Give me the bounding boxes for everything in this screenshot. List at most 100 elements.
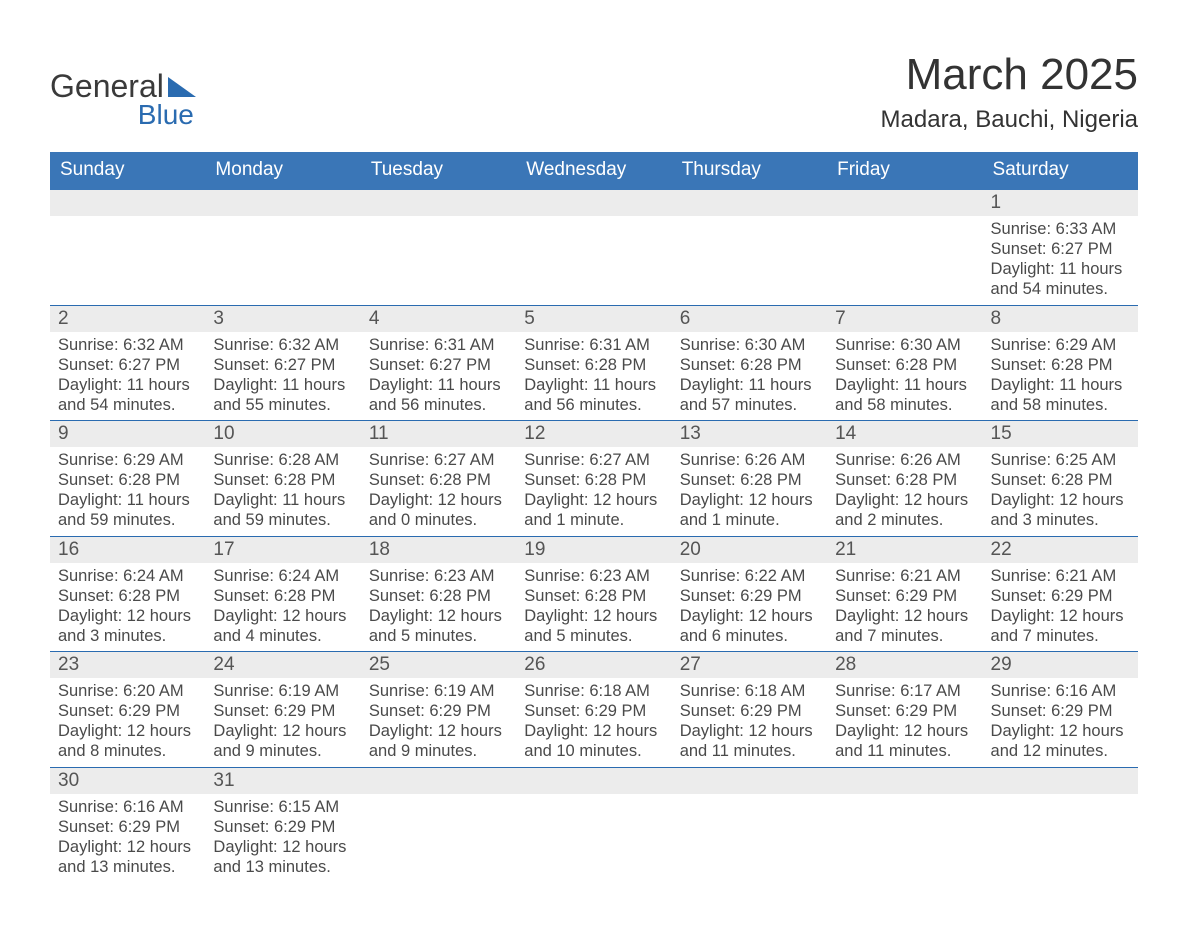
day-detail-cell: Sunrise: 6:19 AMSunset: 6:29 PMDaylight:…	[205, 678, 360, 767]
day-number-cell: 2	[50, 305, 205, 332]
day-detail-cell: Sunrise: 6:15 AMSunset: 6:29 PMDaylight:…	[205, 794, 360, 883]
day-number-cell	[827, 190, 982, 216]
day-detail-cell: Sunrise: 6:31 AMSunset: 6:28 PMDaylight:…	[516, 332, 671, 421]
day-detail-cell: Sunrise: 6:29 AMSunset: 6:28 PMDaylight:…	[50, 447, 205, 536]
sunrise-line: Sunrise: 6:23 AM	[369, 566, 508, 586]
daylight-line: Daylight: 11 hours and 55 minutes.	[213, 375, 352, 415]
sunset-line: Sunset: 6:29 PM	[680, 586, 819, 606]
sunrise-line: Sunrise: 6:29 AM	[991, 335, 1130, 355]
calendar-body: 1Sunrise: 6:33 AMSunset: 6:27 PMDaylight…	[50, 190, 1138, 882]
daylight-line: Daylight: 12 hours and 11 minutes.	[680, 721, 819, 761]
day-detail-cell: Sunrise: 6:21 AMSunset: 6:29 PMDaylight:…	[827, 563, 982, 652]
brand-triangle-icon	[168, 77, 196, 97]
sunset-line: Sunset: 6:28 PM	[58, 586, 197, 606]
title-block: March 2025 Madara, Bauchi, Nigeria	[881, 50, 1138, 134]
sunrise-line: Sunrise: 6:28 AM	[213, 450, 352, 470]
daynum-row: 16171819202122	[50, 536, 1138, 563]
brand-logo: General Blue	[50, 68, 196, 131]
daylight-line: Daylight: 12 hours and 11 minutes.	[835, 721, 974, 761]
day-detail-cell: Sunrise: 6:16 AMSunset: 6:29 PMDaylight:…	[50, 794, 205, 883]
daylight-line: Daylight: 12 hours and 12 minutes.	[991, 721, 1130, 761]
day-number-cell	[361, 190, 516, 216]
day-detail-cell	[50, 216, 205, 305]
sunrise-line: Sunrise: 6:25 AM	[991, 450, 1130, 470]
sunset-line: Sunset: 6:28 PM	[58, 470, 197, 490]
day-number-cell: 13	[672, 421, 827, 448]
day-number-cell: 18	[361, 536, 516, 563]
sunrise-line: Sunrise: 6:27 AM	[369, 450, 508, 470]
day-number-cell: 23	[50, 652, 205, 679]
day-detail-cell	[827, 794, 982, 883]
sunset-line: Sunset: 6:29 PM	[680, 701, 819, 721]
daylight-line: Daylight: 12 hours and 3 minutes.	[58, 606, 197, 646]
daylight-line: Daylight: 12 hours and 5 minutes.	[369, 606, 508, 646]
day-number-cell: 30	[50, 767, 205, 794]
day-detail-cell: Sunrise: 6:27 AMSunset: 6:28 PMDaylight:…	[361, 447, 516, 536]
sunset-line: Sunset: 6:29 PM	[835, 586, 974, 606]
sunset-line: Sunset: 6:29 PM	[991, 586, 1130, 606]
day-detail-cell: Sunrise: 6:24 AMSunset: 6:28 PMDaylight:…	[205, 563, 360, 652]
col-wednesday: Wednesday	[516, 152, 671, 190]
sunset-line: Sunset: 6:27 PM	[213, 355, 352, 375]
daylight-line: Daylight: 12 hours and 7 minutes.	[835, 606, 974, 646]
daylight-line: Daylight: 11 hours and 59 minutes.	[213, 490, 352, 530]
sunset-line: Sunset: 6:28 PM	[680, 355, 819, 375]
daylight-line: Daylight: 11 hours and 56 minutes.	[369, 375, 508, 415]
day-number-cell	[672, 190, 827, 216]
day-detail-cell: Sunrise: 6:21 AMSunset: 6:29 PMDaylight:…	[983, 563, 1138, 652]
sunset-line: Sunset: 6:28 PM	[369, 586, 508, 606]
day-detail-cell: Sunrise: 6:30 AMSunset: 6:28 PMDaylight:…	[827, 332, 982, 421]
day-number-cell: 9	[50, 421, 205, 448]
col-thursday: Thursday	[672, 152, 827, 190]
daylight-line: Daylight: 11 hours and 54 minutes.	[991, 259, 1130, 299]
sunset-line: Sunset: 6:29 PM	[58, 817, 197, 837]
day-number-cell: 8	[983, 305, 1138, 332]
daylight-line: Daylight: 12 hours and 2 minutes.	[835, 490, 974, 530]
detail-row: Sunrise: 6:20 AMSunset: 6:29 PMDaylight:…	[50, 678, 1138, 767]
daylight-line: Daylight: 11 hours and 58 minutes.	[835, 375, 974, 415]
day-detail-cell: Sunrise: 6:29 AMSunset: 6:28 PMDaylight:…	[983, 332, 1138, 421]
sunrise-line: Sunrise: 6:24 AM	[213, 566, 352, 586]
daylight-line: Daylight: 12 hours and 5 minutes.	[524, 606, 663, 646]
daylight-line: Daylight: 12 hours and 13 minutes.	[213, 837, 352, 877]
col-saturday: Saturday	[983, 152, 1138, 190]
day-number-cell: 4	[361, 305, 516, 332]
day-number-cell: 29	[983, 652, 1138, 679]
day-number-cell: 11	[361, 421, 516, 448]
daylight-line: Daylight: 12 hours and 9 minutes.	[213, 721, 352, 761]
sunset-line: Sunset: 6:28 PM	[369, 470, 508, 490]
day-detail-cell: Sunrise: 6:32 AMSunset: 6:27 PMDaylight:…	[50, 332, 205, 421]
detail-row: Sunrise: 6:24 AMSunset: 6:28 PMDaylight:…	[50, 563, 1138, 652]
day-number-cell: 22	[983, 536, 1138, 563]
day-number-cell	[50, 190, 205, 216]
day-detail-cell: Sunrise: 6:16 AMSunset: 6:29 PMDaylight:…	[983, 678, 1138, 767]
day-number-cell: 28	[827, 652, 982, 679]
page-subtitle: Madara, Bauchi, Nigeria	[881, 106, 1138, 134]
day-number-cell: 12	[516, 421, 671, 448]
day-detail-cell: Sunrise: 6:25 AMSunset: 6:28 PMDaylight:…	[983, 447, 1138, 536]
daylight-line: Daylight: 11 hours and 54 minutes.	[58, 375, 197, 415]
day-detail-cell: Sunrise: 6:33 AMSunset: 6:27 PMDaylight:…	[983, 216, 1138, 305]
sunrise-line: Sunrise: 6:18 AM	[680, 681, 819, 701]
sunrise-line: Sunrise: 6:30 AM	[680, 335, 819, 355]
day-number-cell: 16	[50, 536, 205, 563]
sunset-line: Sunset: 6:29 PM	[58, 701, 197, 721]
sunrise-line: Sunrise: 6:32 AM	[58, 335, 197, 355]
day-detail-cell	[516, 794, 671, 883]
day-detail-cell	[983, 794, 1138, 883]
sunrise-line: Sunrise: 6:16 AM	[58, 797, 197, 817]
day-detail-cell: Sunrise: 6:31 AMSunset: 6:27 PMDaylight:…	[361, 332, 516, 421]
daynum-row: 3031	[50, 767, 1138, 794]
daylight-line: Daylight: 12 hours and 7 minutes.	[991, 606, 1130, 646]
day-detail-cell	[827, 216, 982, 305]
detail-row: Sunrise: 6:32 AMSunset: 6:27 PMDaylight:…	[50, 332, 1138, 421]
day-number-cell: 24	[205, 652, 360, 679]
day-number-cell: 10	[205, 421, 360, 448]
day-detail-cell: Sunrise: 6:23 AMSunset: 6:28 PMDaylight:…	[516, 563, 671, 652]
day-number-cell: 27	[672, 652, 827, 679]
sunrise-line: Sunrise: 6:30 AM	[835, 335, 974, 355]
day-number-cell	[827, 767, 982, 794]
sunset-line: Sunset: 6:28 PM	[835, 470, 974, 490]
col-monday: Monday	[205, 152, 360, 190]
daynum-row: 23242526272829	[50, 652, 1138, 679]
